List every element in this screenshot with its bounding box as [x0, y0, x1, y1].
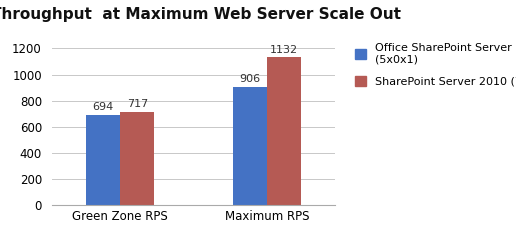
Text: 1132: 1132: [270, 45, 298, 55]
Bar: [233, 87, 267, 205]
Bar: [86, 115, 120, 205]
Text: 694: 694: [92, 102, 114, 112]
Legend: Office SharePoint Server 2007
(5x0x1), SharePoint Server 2010 (7x0x1): Office SharePoint Server 2007 (5x0x1), S…: [352, 41, 516, 89]
Text: Throughput  at Maximum Web Server Scale Out: Throughput at Maximum Web Server Scale O…: [0, 7, 401, 22]
Text: 717: 717: [126, 99, 148, 109]
Bar: [267, 57, 301, 205]
Bar: [120, 112, 154, 205]
Text: 906: 906: [239, 74, 261, 84]
